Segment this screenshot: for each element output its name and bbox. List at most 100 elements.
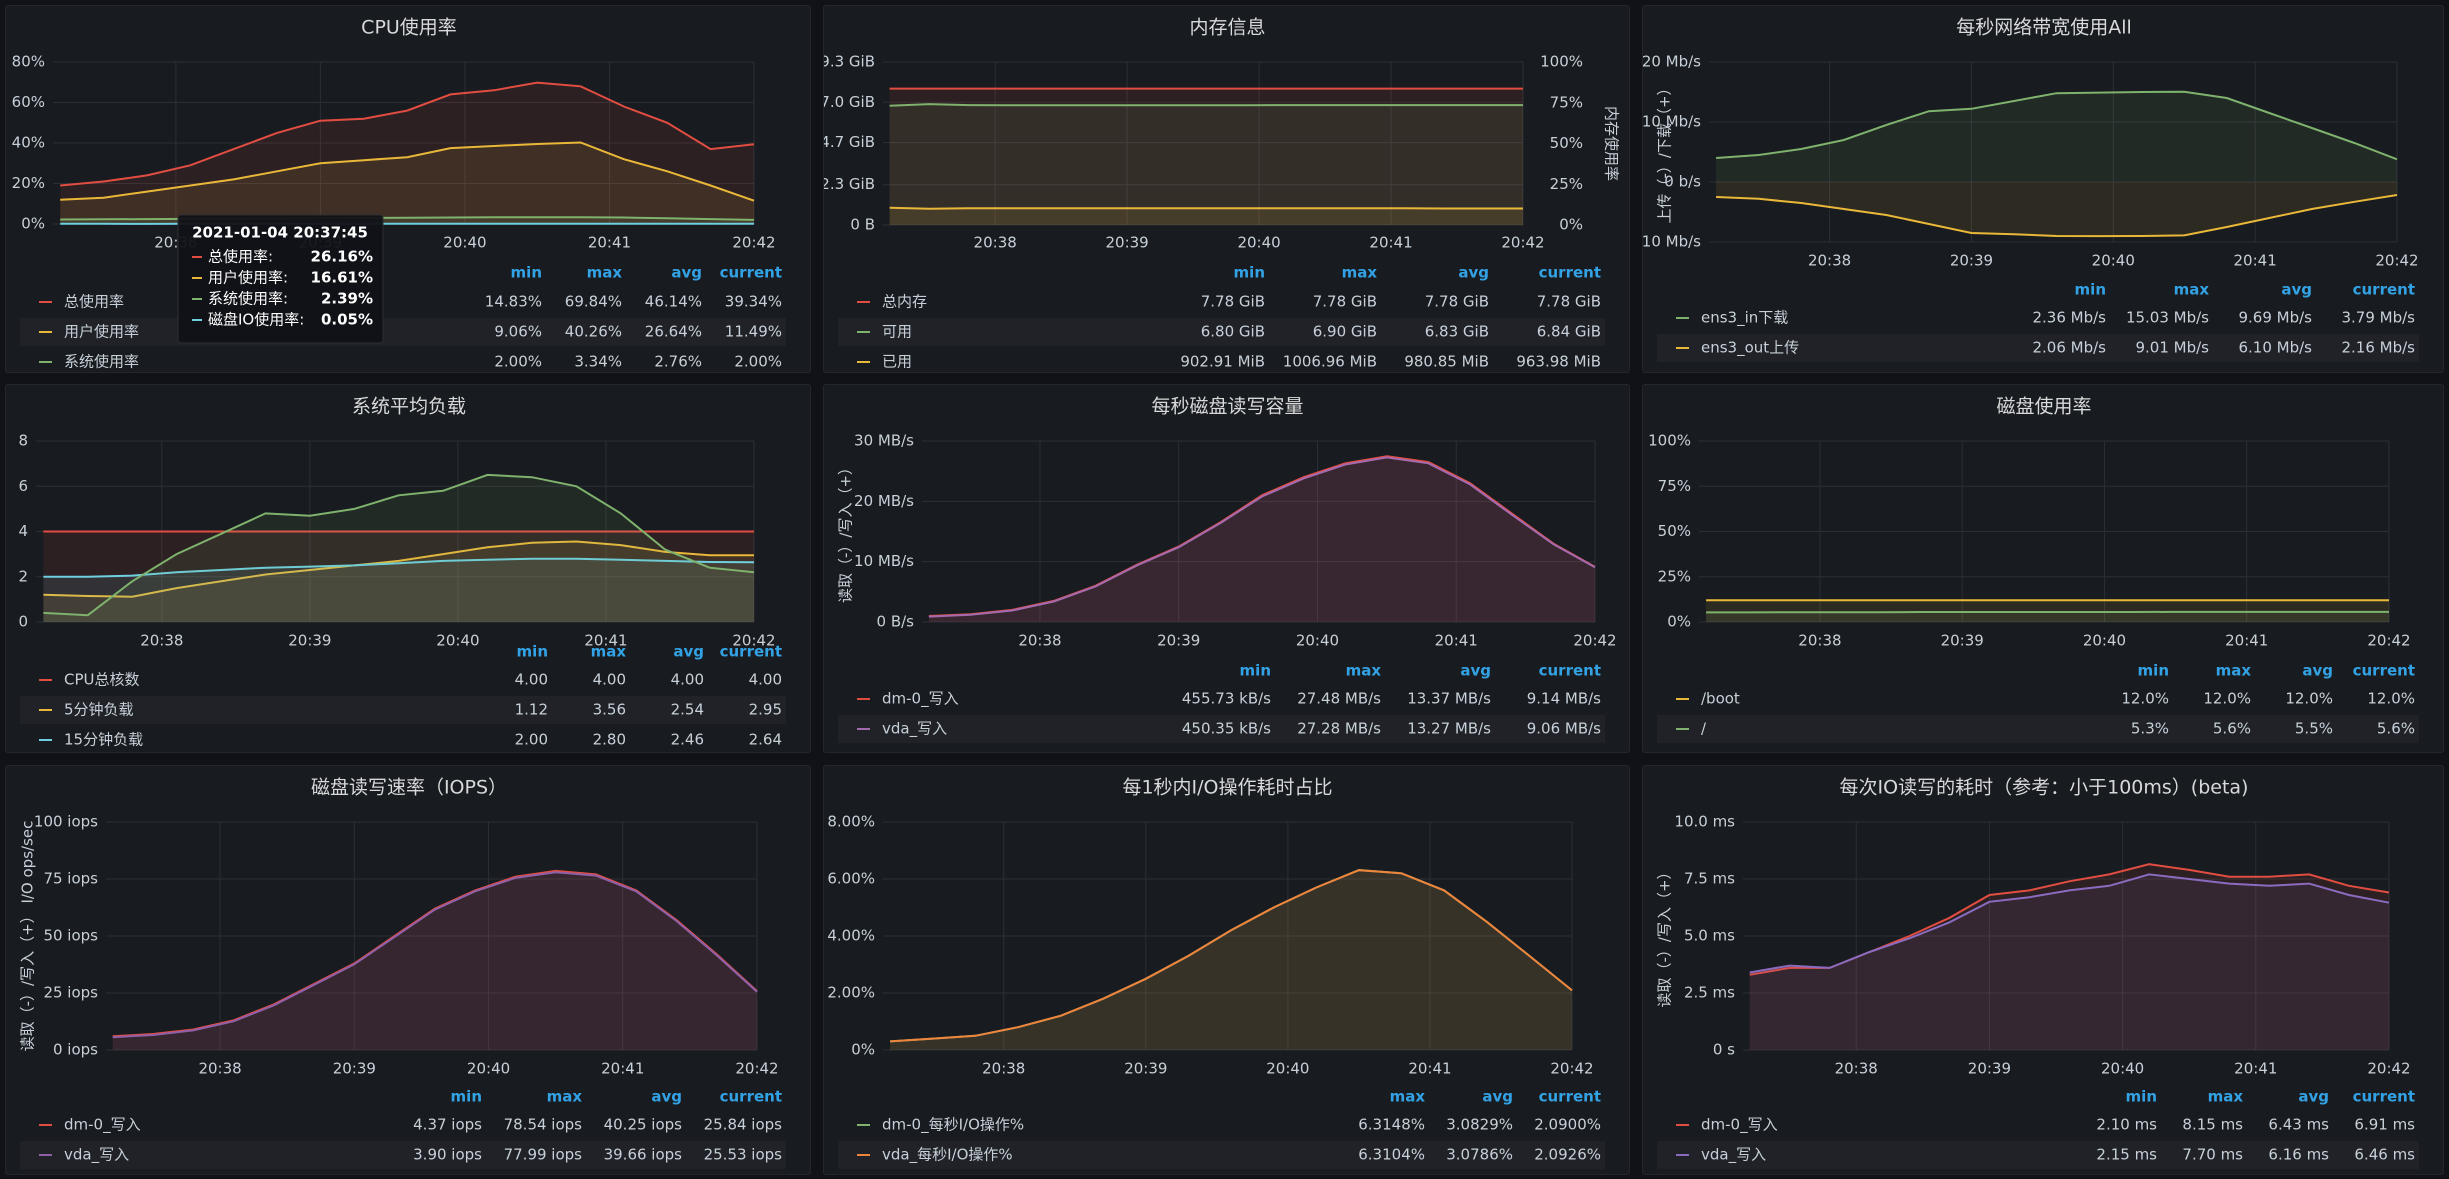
legend-stat: 6.46 ms xyxy=(2354,1146,2415,1164)
legend-stat: 980.85 MiB xyxy=(1404,353,1489,371)
x-tick-label: 20:38 xyxy=(198,1060,241,1078)
series-line xyxy=(1749,873,2390,974)
x-tick-label: 20:39 xyxy=(333,1060,376,1078)
legend-stat: 9.06% xyxy=(494,323,542,341)
x-tick-label: 20:40 xyxy=(1266,1060,1309,1078)
panel: 每次IO读写的耗时（参考：小于100ms）(beta) 0 s 2.5 ms 5.0 … xyxy=(1642,765,2444,1175)
y-tick-label: -10 Mb/s xyxy=(1643,233,1701,251)
legend-stat: 4.37 iops xyxy=(413,1116,482,1134)
y-tick-label: 2.5 ms xyxy=(1684,984,1735,1002)
series-area xyxy=(43,541,754,622)
panel-title: 每次IO读写的耗时（参考：小于100ms）(beta) xyxy=(1840,777,2249,799)
y-tick-label: 0% xyxy=(851,1041,875,1059)
x-tick-label: 20:41 xyxy=(1408,1060,1451,1078)
legend-stat: 11.49% xyxy=(725,323,782,341)
legend-stat: 6.3148% xyxy=(1358,1116,1425,1134)
y-tick-label: 8.00% xyxy=(827,813,875,831)
legend-header: current xyxy=(1539,264,1601,282)
legend-name: ens3_in下载 xyxy=(1701,309,1788,328)
series-line xyxy=(1716,90,2398,161)
y-tick-label: 0 B xyxy=(850,216,875,234)
legend-stat: 39.66 iops xyxy=(604,1146,683,1164)
tooltip-title: 2021-01-04 20:37:45 xyxy=(192,224,368,242)
legend-stat: 12.0% xyxy=(2367,690,2415,708)
legend-header: min xyxy=(1234,264,1265,282)
legend-header: max xyxy=(547,1088,583,1106)
x-tick-label: 20:38 xyxy=(1798,632,1841,650)
y2-tick-label: 100% xyxy=(1540,53,1583,71)
legend-stat: 2.00% xyxy=(734,353,782,371)
legend-stat: 9.06 MB/s xyxy=(1527,720,1601,738)
legend-stat: 902.91 MiB xyxy=(1180,353,1265,371)
tooltip-value: 0.05% xyxy=(321,311,373,329)
x-tick-label: 20:40 xyxy=(1237,234,1280,252)
series-area xyxy=(928,457,1595,622)
legend-stat: 14.83% xyxy=(485,293,542,311)
y-tick-label: 100 iops xyxy=(34,813,98,831)
legend-name: dm-0_写入 xyxy=(64,1116,141,1135)
x-tick-label: 20:41 xyxy=(584,632,627,650)
y-tick-label: 25% xyxy=(1658,567,1691,585)
y2-tick-label: 50% xyxy=(1550,134,1583,152)
legend-stat: 40.26% xyxy=(565,323,622,341)
y-tick-label: 0 B/s xyxy=(877,613,915,631)
legend-header: max xyxy=(1342,264,1378,282)
panel-chart: 磁盘读写速率（IOPS） 0 iops 25 iops 50 iops 75 iops 1… xyxy=(19,777,786,1169)
panel: 每秒网络带宽使用All -10 Mb/s 0 b/s 10 Mb/s 20 Mb/s 20… xyxy=(1642,5,2444,373)
x-tick-label: 20:41 xyxy=(2234,1060,2277,1078)
x-tick-label: 20:39 xyxy=(288,632,331,650)
legend-stat: 6.84 GiB xyxy=(1537,323,1601,341)
series-area xyxy=(1716,182,2397,237)
y-tick-label: 10 Mb/s xyxy=(1643,113,1701,131)
legend-stat: 9.69 Mb/s xyxy=(2239,309,2313,327)
legend-header: min xyxy=(2138,662,2169,680)
series-area xyxy=(1749,864,2389,1050)
legend-name: CPU总核数 xyxy=(64,671,140,689)
y-tick-label: 0 iops xyxy=(53,1041,98,1059)
x-tick-label: 20:41 xyxy=(2234,252,2277,270)
x-tick-label: 20:42 xyxy=(1501,234,1544,252)
x-tick-label: 20:40 xyxy=(436,632,479,650)
y2-tick-label: 25% xyxy=(1550,175,1583,193)
legend-stat: 27.28 MB/s xyxy=(1297,720,1381,738)
series-area xyxy=(889,104,1523,225)
series-area xyxy=(890,870,1572,1050)
panel-chart: 每1秒内I/O操作耗时占比 0% 2.00% 4.00% 6.00% 8.00% 20:38… xyxy=(827,777,1605,1169)
legend-stat: 4.00 xyxy=(593,671,626,689)
legend-stat: 26.64% xyxy=(645,323,702,341)
legend-stat: 2.00% xyxy=(494,353,542,371)
y-tick-label: 9.3 GiB xyxy=(824,53,875,71)
legend-stat: 455.73 kB/s xyxy=(1182,690,1271,708)
panel-title: 内存信息 xyxy=(1189,17,1265,39)
x-tick-label: 20:38 xyxy=(982,1060,1025,1078)
tooltip-value: 2.39% xyxy=(321,290,373,308)
legend-stat: 7.78 GiB xyxy=(1201,293,1265,311)
y-tick-label: 5.0 ms xyxy=(1684,927,1735,945)
series-line xyxy=(60,81,755,187)
tooltip-label: 用户使用率: xyxy=(208,269,288,287)
legend-stat: 450.35 kB/s xyxy=(1182,720,1271,738)
series-line xyxy=(889,103,1523,107)
y-tick-label: 10.0 ms xyxy=(1674,813,1735,831)
x-tick-label: 20:39 xyxy=(1124,1060,1167,1078)
series-line xyxy=(43,540,754,598)
legend-stat: 2.15 ms xyxy=(2096,1146,2157,1164)
y-tick-label: 0% xyxy=(1667,613,1691,631)
legend-row-bg xyxy=(1657,1141,2419,1169)
legend-header: max xyxy=(591,643,627,661)
legend-header: current xyxy=(1539,662,1601,680)
legend-stat: 3.34% xyxy=(574,353,622,371)
x-tick-label: 20:42 xyxy=(2367,1060,2410,1078)
panel-chart: 每次IO读写的耗时（参考：小于100ms）(beta) 0 s 2.5 ms 5.0 … xyxy=(1656,777,2419,1169)
legend-name: 已用 xyxy=(882,353,912,371)
series-area xyxy=(889,88,1523,225)
legend-stat: 2.76% xyxy=(654,353,702,371)
legend-header: avg xyxy=(673,643,704,661)
legend-stat: 6.80 GiB xyxy=(1201,323,1265,341)
legend-stat: 1006.96 MiB xyxy=(1283,353,1377,371)
panel: CPU使用率0%20%40%60%80%20:3820:3920:4020:41… xyxy=(5,5,811,373)
legend-header: current xyxy=(2353,1088,2415,1106)
series-line xyxy=(1716,194,2398,238)
x-tick-label: 20:39 xyxy=(1157,632,1200,650)
y-tick-label: 8 xyxy=(18,432,28,450)
